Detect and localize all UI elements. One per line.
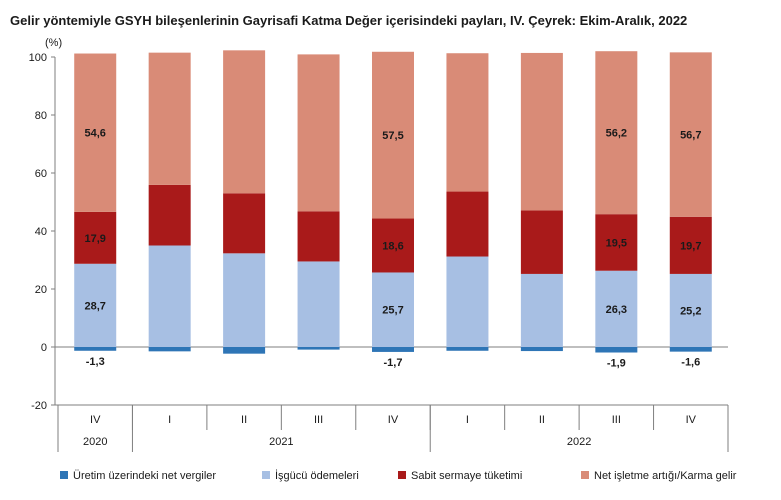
bar-segment — [595, 270, 638, 347]
data-label: 17,9 — [85, 233, 106, 245]
x-category-label: III — [612, 414, 621, 426]
bar-segment — [372, 51, 414, 219]
data-label: -1,9 — [607, 358, 626, 370]
bar-segment — [74, 53, 117, 212]
x-category-label: IV — [388, 414, 399, 426]
data-label: 26,3 — [606, 304, 627, 316]
data-label: 56,7 — [680, 130, 701, 142]
bar-segment — [148, 245, 191, 347]
legend-label: Net işletme artığı/Karma gelir — [594, 470, 737, 482]
bar-segment — [223, 50, 266, 194]
data-label: -1,3 — [86, 356, 105, 368]
data-label: 54,6 — [85, 128, 106, 140]
legend-swatch — [60, 471, 68, 479]
bar-segment — [297, 211, 340, 262]
bar-segment — [372, 347, 414, 352]
y-tick-label: 60 — [35, 168, 47, 180]
data-label: 19,7 — [680, 240, 701, 252]
bar-segment — [297, 54, 340, 212]
legend-label: Sabit sermaye tüketimi — [411, 470, 522, 482]
bar-segment — [669, 216, 712, 274]
bar-segment — [595, 51, 638, 215]
bar-segment — [520, 52, 563, 211]
y-tick-label: 100 — [29, 52, 47, 64]
bar-segment — [446, 256, 489, 347]
bar-segment — [297, 261, 340, 347]
x-category-label: III — [314, 414, 323, 426]
y-tick-label: 0 — [41, 342, 47, 354]
data-label: 57,5 — [382, 130, 403, 142]
bar-segment — [446, 347, 489, 351]
bar-segment — [520, 347, 563, 352]
data-label: -1,7 — [384, 357, 403, 369]
bar-segment — [669, 273, 712, 347]
legend-swatch — [581, 471, 589, 479]
bar-segment — [223, 193, 266, 254]
bar-segment — [223, 347, 266, 354]
x-year-label: 2020 — [83, 436, 107, 448]
x-year-label: 2022 — [567, 436, 591, 448]
y-tick-label: 80 — [35, 110, 47, 122]
bar-segment — [372, 218, 414, 273]
bar-segment — [669, 347, 712, 352]
x-category-label: I — [168, 414, 171, 426]
bar-segment — [148, 184, 191, 246]
bar-segment — [520, 210, 563, 274]
data-label: 56,2 — [606, 128, 627, 140]
y-tick-label: -20 — [31, 400, 47, 412]
bar-segment — [223, 253, 266, 347]
x-year-label: 2021 — [269, 436, 293, 448]
y-tick-label: 20 — [35, 284, 47, 296]
bar-segment — [74, 347, 117, 351]
data-label: 25,7 — [382, 305, 403, 317]
bar-segment — [74, 211, 117, 264]
bar-segment — [148, 52, 191, 185]
legend-swatch — [398, 471, 406, 479]
bar-segment — [669, 52, 712, 217]
bar-segment — [372, 272, 414, 347]
chart-title: Gelir yöntemiyle GSYH bileşenlerinin Gay… — [10, 13, 688, 28]
data-label: 18,6 — [382, 241, 403, 253]
legend-swatch — [262, 471, 270, 479]
bar-segment — [446, 191, 489, 257]
x-category-label: I — [466, 414, 469, 426]
y-axis-unit-label: (%) — [45, 37, 62, 49]
legend-label: İşgücü ödemeleri — [275, 469, 359, 482]
bar-segment — [520, 273, 563, 347]
bar-segment — [595, 347, 638, 353]
x-category-label: II — [241, 414, 247, 426]
y-tick-label: 40 — [35, 226, 47, 238]
bar-segment — [595, 214, 638, 271]
legend-label: Üretim üzerindeki net vergiler — [73, 470, 216, 482]
x-category-label: IV — [90, 414, 101, 426]
bar-segment — [297, 347, 340, 350]
x-category-label: IV — [686, 414, 697, 426]
bar-segment — [148, 347, 191, 352]
x-category-label: II — [539, 414, 545, 426]
data-label: 19,5 — [606, 237, 627, 249]
bar-segment — [74, 263, 117, 347]
data-label: 25,2 — [680, 305, 701, 317]
bar-segment — [446, 53, 489, 192]
data-label: 28,7 — [85, 300, 106, 312]
data-label: -1,6 — [681, 357, 700, 369]
